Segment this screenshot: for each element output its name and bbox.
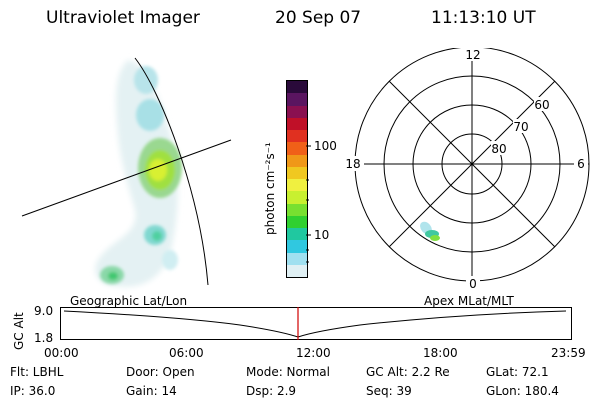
color-scale-ticks <box>306 145 311 263</box>
time-tick-0000: 00:00 <box>44 346 79 360</box>
status-door: Door: Open <box>126 365 195 379</box>
time-tick-1200: 12:00 <box>296 346 331 360</box>
colorbar-band-5 <box>287 142 307 155</box>
altitude-curve <box>63 310 567 338</box>
colorbar-band-14 <box>287 252 307 265</box>
colorbar-band-4 <box>287 130 307 143</box>
polar-label-6: 6 <box>577 157 585 171</box>
colorbar-band-8 <box>287 179 307 192</box>
colorbar-tick-10: 10 <box>314 228 330 242</box>
time-tick-2359: 23:59 <box>551 346 586 360</box>
status-ip: IP: 36.0 <box>10 384 56 398</box>
status-glat: GLat: 72.1 <box>486 365 549 379</box>
geographic-frame-label: Geographic Lat/Lon <box>70 294 188 308</box>
colorbar-band-10 <box>287 203 307 216</box>
colorbar-band-1 <box>287 93 307 106</box>
polar-lat-60: 60 <box>534 98 549 112</box>
status-seq: Seq: 39 <box>366 384 412 398</box>
polar-lat-80: 80 <box>491 142 506 156</box>
polar-emission <box>420 221 440 241</box>
time-tick-0600: 06:00 <box>169 346 204 360</box>
colorbar-tick-100: 100 <box>314 139 337 153</box>
aurora-emission <box>100 66 182 284</box>
colorbar-band-15 <box>287 264 307 277</box>
altitude-min-label: 1.8 <box>34 331 54 345</box>
status-gc-alt: GC Alt: 2.2 Re <box>366 365 450 379</box>
status-glon: GLon: 180.4 <box>486 384 559 398</box>
altitude-axis-label: GC Alt <box>12 312 26 350</box>
polar-label-12: 12 <box>465 48 480 62</box>
altitude-strip-frame <box>60 307 572 340</box>
status-filter: Flt: LBHL <box>10 365 64 379</box>
colorbar-unit-label: photon cm⁻²s⁻¹ <box>263 142 277 235</box>
status-mode: Mode: Normal <box>246 365 330 379</box>
color-scale-bar <box>286 80 308 278</box>
instrument-title: Ultraviolet Imager <box>46 8 200 28</box>
colorbar-band-0 <box>287 81 307 94</box>
status-dsp: Dsp: 2.9 <box>246 384 297 398</box>
colorbar-band-2 <box>287 105 307 118</box>
polar-diagonal-2 <box>388 80 556 248</box>
geographic-image <box>21 57 232 287</box>
polar-plot: 12 18 6 0 60 70 80 <box>342 48 590 288</box>
colorbar-band-7 <box>287 166 307 179</box>
polar-label-18: 18 <box>345 157 360 171</box>
colorbar-band-9 <box>287 191 307 204</box>
apex-frame-label: Apex MLat/MLT <box>424 294 514 308</box>
colorbar-band-12 <box>287 228 307 241</box>
meridian-line <box>134 57 209 286</box>
colorbar-band-13 <box>287 240 307 253</box>
latitude-line <box>21 139 232 217</box>
colorbar-band-11 <box>287 215 307 228</box>
colorbar-band-6 <box>287 154 307 167</box>
colorbar-band-3 <box>287 117 307 130</box>
time-tick-1800: 18:00 <box>423 346 458 360</box>
date-label: 20 Sep 07 <box>275 8 362 28</box>
altitude-max-label: 9.0 <box>34 304 54 318</box>
polar-lat-70: 70 <box>513 120 528 134</box>
altitude-strip-chart <box>60 307 572 340</box>
polar-label-0: 0 <box>469 277 477 288</box>
status-gain: Gain: 14 <box>126 384 177 398</box>
time-label: 11:13:10 UT <box>431 8 536 28</box>
